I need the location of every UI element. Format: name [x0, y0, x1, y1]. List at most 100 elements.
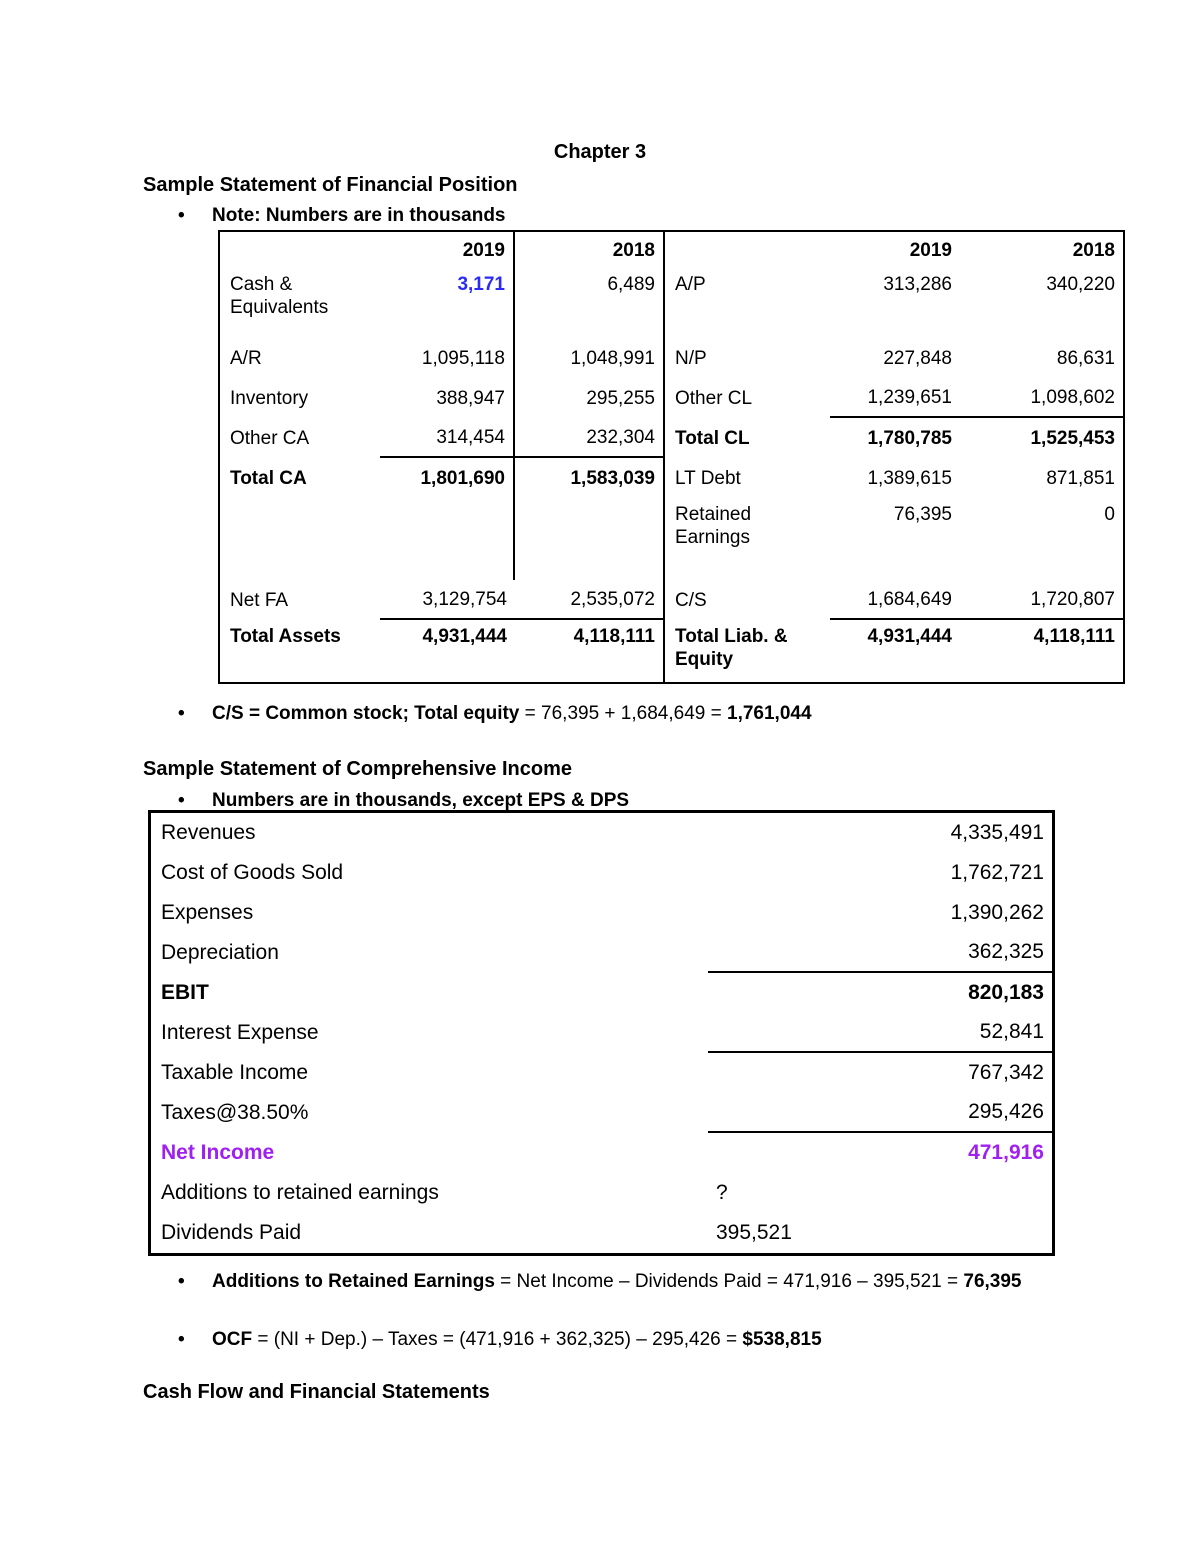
- bullet-text: OCF = (NI + Dep.) – Taxes = (471,916 + 3…: [212, 1325, 822, 1354]
- is-row-label: Cost of Goods Sold: [161, 861, 344, 884]
- section-heading-financial-position: Sample Statement of Financial Position: [143, 174, 518, 196]
- bullet-icon: •: [178, 703, 185, 724]
- bs-liability-2019: 1,389,615: [867, 467, 952, 489]
- bullet-note-thousands: • Note: Numbers are in thousands: [178, 201, 506, 230]
- is-row-value-net-income: 471,916: [968, 1141, 1044, 1164]
- bs-liability-label: LT Debt: [663, 458, 830, 498]
- is-row-mid-value: ?: [716, 1181, 728, 1204]
- bs-liability-2018: 871,851: [1046, 467, 1115, 489]
- is-cell-empty: [708, 1093, 856, 1133]
- is-row-value: 1,390,262: [950, 901, 1044, 924]
- bullet-additions-formula: • Additions to Retained Earnings = Net I…: [178, 1267, 1048, 1296]
- bullet-text-bold: C/S = Common stock; Total equity: [212, 703, 520, 724]
- section-heading-comprehensive-income: Sample Statement of Comprehensive Income: [143, 758, 573, 780]
- is-cell-empty: [708, 1133, 856, 1173]
- bs-asset-2019: 3,171: [380, 268, 515, 338]
- bs-asset-2018: 232,304: [515, 418, 663, 458]
- bullet-note-eps-dps: • Numbers are in thousands, except EPS &…: [178, 786, 629, 815]
- bs-asset-label: Total Assets: [230, 626, 341, 647]
- bs-cell-empty: [663, 232, 830, 268]
- bs-liability-2019: 1,684,649: [830, 580, 960, 620]
- bullet-text-mid: = Net Income – Dividends Paid = 471,916 …: [494, 1271, 964, 1292]
- is-cell-empty: [856, 1173, 1052, 1213]
- bullet-icon: •: [178, 205, 185, 226]
- bs-liability-label: C/S: [663, 580, 830, 620]
- bullet-icon: •: [178, 1271, 185, 1292]
- bs-asset-2019: 4,931,444: [422, 626, 507, 647]
- bullet-icon: •: [178, 790, 185, 811]
- bs-cell-empty: [515, 498, 663, 580]
- is-row-value: 295,426: [856, 1093, 1052, 1133]
- bs-asset-label: Inventory: [230, 387, 309, 409]
- bullet-text: Additions to Retained Earnings = Net Inc…: [212, 1267, 1048, 1296]
- bs-asset-2018: 4,118,111: [573, 626, 655, 647]
- bs-cell-empty: [380, 498, 515, 580]
- bs-asset-2019: 1,801,690: [380, 458, 515, 498]
- is-row-value: 767,342: [968, 1061, 1044, 1084]
- is-row-value: 362,325: [856, 933, 1052, 973]
- bs-liability-2019: 4,931,444: [867, 626, 952, 647]
- bs-liability-2018: 340,220: [1046, 274, 1115, 295]
- bs-header-right-2019: 2019: [909, 239, 952, 261]
- is-row-label: Dividends Paid: [161, 1221, 302, 1244]
- is-row-label: Interest Expense: [161, 1021, 319, 1044]
- bs-asset-label: Net FA: [230, 589, 289, 611]
- bullet-icon: •: [178, 1329, 185, 1350]
- bs-liability-2018: 0: [1104, 504, 1115, 525]
- bs-liability-2018: 1,720,807: [960, 580, 1123, 620]
- is-row-value: 52,841: [856, 1013, 1052, 1053]
- is-row-label: Taxable Income: [161, 1061, 309, 1084]
- bs-liability-2019: 76,395: [893, 504, 952, 525]
- bs-liability-2019: 313,286: [883, 274, 952, 295]
- bs-asset-2018: 295,255: [586, 387, 655, 409]
- is-row-mid-value: 395,521: [716, 1221, 792, 1244]
- bullet-text-result: 1,761,044: [727, 703, 812, 724]
- bs-asset-label: A/R: [230, 347, 262, 369]
- bullet-text-mid: = 76,395 + 1,684,649 =: [519, 703, 727, 724]
- is-row-value: 820,183: [968, 981, 1044, 1004]
- bs-liability-label: Retained Earnings: [663, 498, 830, 580]
- is-cell-empty: [708, 1053, 856, 1093]
- is-row-value: 4,335,491: [950, 821, 1044, 844]
- bs-asset-2019: 388,947: [380, 378, 515, 418]
- bs-liability-2018: 1,525,453: [1030, 427, 1115, 449]
- bullet-text-bold: Additions to Retained Earnings: [212, 1271, 495, 1292]
- bs-asset-label: Total CA: [230, 467, 307, 489]
- bs-header-right-2018: 2018: [1072, 239, 1115, 261]
- bs-header-left-2019: 2019: [380, 232, 515, 268]
- is-row-label: Depreciation: [161, 941, 279, 964]
- bullet-text: C/S = Common stock; Total equity = 76,39…: [212, 699, 812, 728]
- bs-asset-2019: 314,454: [380, 418, 515, 458]
- bullet-text: Numbers are in thousands, except EPS & D…: [212, 790, 630, 811]
- bs-liability-2019: 227,848: [883, 347, 952, 369]
- is-cell-empty: [708, 1013, 856, 1053]
- bs-liability-2018: 86,631: [1056, 347, 1115, 369]
- bs-cell-empty: [220, 498, 380, 580]
- bs-liability-label: Other CL: [663, 378, 830, 418]
- is-row-label: Expenses: [161, 901, 254, 924]
- income-statement-table: Revenues 4,335,491 Cost of Goods Sold 1,…: [148, 810, 1055, 1256]
- bullet-common-stock-note: • C/S = Common stock; Total equity = 76,…: [178, 699, 812, 728]
- bs-liability-2018: 1,098,602: [960, 378, 1123, 418]
- is-cell-empty: [856, 1213, 1052, 1253]
- bullet-text-mid: = (NI + Dep.) – Taxes = (471,916 + 362,3…: [252, 1329, 743, 1350]
- is-cell-empty: [708, 973, 856, 1013]
- is-cell-empty: [708, 933, 856, 973]
- bs-liability-label: Total Liab. & Equity: [663, 620, 830, 682]
- page-title: Chapter 3: [553, 141, 647, 163]
- bs-cell-empty: [220, 232, 380, 268]
- bullet-text-result: $538,815: [742, 1329, 822, 1350]
- bs-liability-2018: 4,118,111: [1033, 626, 1115, 647]
- section-heading-cash-flow: Cash Flow and Financial Statements: [143, 1381, 490, 1403]
- is-cell-empty: [708, 853, 856, 893]
- bs-asset-2019: 1,095,118: [380, 338, 515, 378]
- is-row-label: Taxes@38.50%: [161, 1101, 309, 1124]
- is-row-label: Additions to retained earnings: [161, 1181, 439, 1204]
- bs-liability-label: Total CL: [663, 418, 830, 458]
- bullet-ocf-formula: • OCF = (NI + Dep.) – Taxes = (471,916 +…: [178, 1325, 822, 1354]
- is-cell-empty: [708, 893, 856, 933]
- bs-liability-label: A/P: [663, 268, 830, 338]
- bs-asset-2018: 1,048,991: [570, 347, 655, 369]
- bs-asset-2018: 1,583,039: [570, 467, 655, 489]
